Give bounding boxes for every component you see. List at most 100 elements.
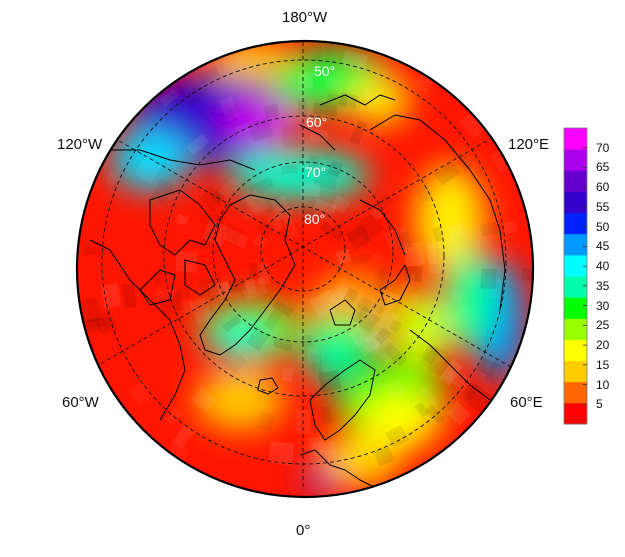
grid-cell	[324, 77, 341, 90]
grid-cell	[480, 268, 497, 290]
grid-cell	[377, 308, 400, 333]
grid-cell	[352, 305, 367, 321]
grid-cell	[371, 334, 401, 364]
grid-cell	[429, 265, 446, 274]
grid-cell	[456, 153, 473, 172]
grid-cell	[85, 316, 106, 330]
grid-cell	[349, 120, 368, 146]
lon-label-60w: 60°W	[62, 394, 99, 411]
coastline	[199, 194, 296, 356]
lon-label-120e: 120°E	[508, 136, 550, 153]
latitude-labels: 50° 60° 70° 80°	[304, 63, 335, 227]
coastline	[110, 149, 256, 171]
grid-cell	[298, 72, 314, 89]
grid-cell	[247, 176, 274, 198]
graticule	[94, 41, 512, 487]
grid-cell	[421, 343, 455, 377]
grid-cell	[444, 366, 472, 392]
colorbar-segment	[564, 212, 587, 235]
grid-cell	[364, 323, 391, 351]
grid-cell	[190, 386, 218, 413]
grid-cell	[328, 283, 350, 307]
grid-cell	[458, 112, 485, 139]
colorbar-segment	[564, 297, 587, 319]
lon-label-120w: 120°W	[57, 136, 103, 153]
grid-cell	[175, 251, 198, 273]
grid-cell	[251, 233, 269, 249]
lat-label: 60°	[306, 114, 327, 130]
grid-cell	[476, 356, 499, 378]
grid-cell	[439, 359, 463, 386]
grid-cell	[218, 346, 247, 375]
grid-cell	[352, 305, 381, 333]
coastline	[379, 264, 411, 306]
grid-cell	[77, 297, 102, 324]
grid-cell	[127, 380, 155, 408]
colorbar-segment	[564, 233, 587, 256]
grid-cell	[100, 310, 114, 329]
grid-cell	[503, 220, 518, 234]
grid-cell	[371, 264, 387, 291]
grid-cell	[348, 326, 369, 347]
grid-cell	[232, 198, 251, 217]
grid-cell	[153, 271, 164, 285]
grid-cell	[352, 290, 366, 304]
parallel-line	[163, 115, 445, 397]
grid-cell	[388, 319, 403, 333]
grid-cell	[256, 220, 274, 238]
grid-cell	[280, 164, 298, 175]
grid-cell	[244, 278, 257, 295]
grid-cell	[372, 252, 384, 263]
grid-cell	[189, 296, 214, 324]
colorbar-segment	[564, 191, 587, 214]
coastline	[139, 269, 176, 306]
meridian-line	[94, 126, 512, 368]
grid-cell	[320, 221, 344, 242]
grid-cell	[313, 198, 337, 215]
grid-cell	[175, 213, 189, 227]
grid-cell	[364, 299, 383, 322]
coastline	[184, 259, 216, 296]
grid-cell	[420, 343, 441, 365]
grid-cell	[225, 104, 240, 117]
grid-cell	[327, 160, 344, 178]
grid-cell	[353, 330, 380, 357]
colorbar-tick-label: 35	[596, 278, 610, 293]
colorbar-tick-label: 15	[596, 357, 610, 372]
grid-cell	[175, 286, 192, 300]
grid-cell	[281, 123, 306, 149]
map-border	[75, 39, 535, 499]
grid-cell	[310, 353, 324, 376]
grid-cell	[81, 246, 106, 257]
field-blobs	[110, 41, 525, 490]
coastline	[409, 329, 491, 401]
grid-cell	[268, 440, 295, 466]
grid-cell	[164, 406, 183, 426]
grid-cell	[199, 205, 227, 232]
grid-cell	[269, 194, 293, 221]
grid-cell	[348, 253, 372, 266]
coastline	[299, 124, 336, 151]
grid-cell	[179, 299, 196, 315]
grid-cell	[282, 215, 299, 240]
colorbar	[563, 127, 588, 425]
grid-cell	[183, 84, 208, 107]
parallel-line	[101, 59, 507, 465]
grid-cell	[248, 262, 262, 280]
grid-cell	[385, 424, 409, 449]
grid-cell	[158, 291, 185, 316]
colorbar-tick-label: 55	[596, 199, 610, 214]
grid-cell	[484, 278, 502, 300]
grid-cell	[234, 119, 257, 136]
colorbar-segment	[564, 381, 587, 404]
grid-cell	[354, 211, 385, 242]
colorbar-segment	[564, 170, 587, 192]
grid-cell	[240, 276, 269, 302]
colorbar-tick-label: 65	[596, 160, 610, 175]
grid-cell	[320, 405, 333, 425]
grid-cell	[462, 382, 480, 401]
grid-cell	[345, 224, 372, 251]
grid-cell	[401, 329, 419, 345]
